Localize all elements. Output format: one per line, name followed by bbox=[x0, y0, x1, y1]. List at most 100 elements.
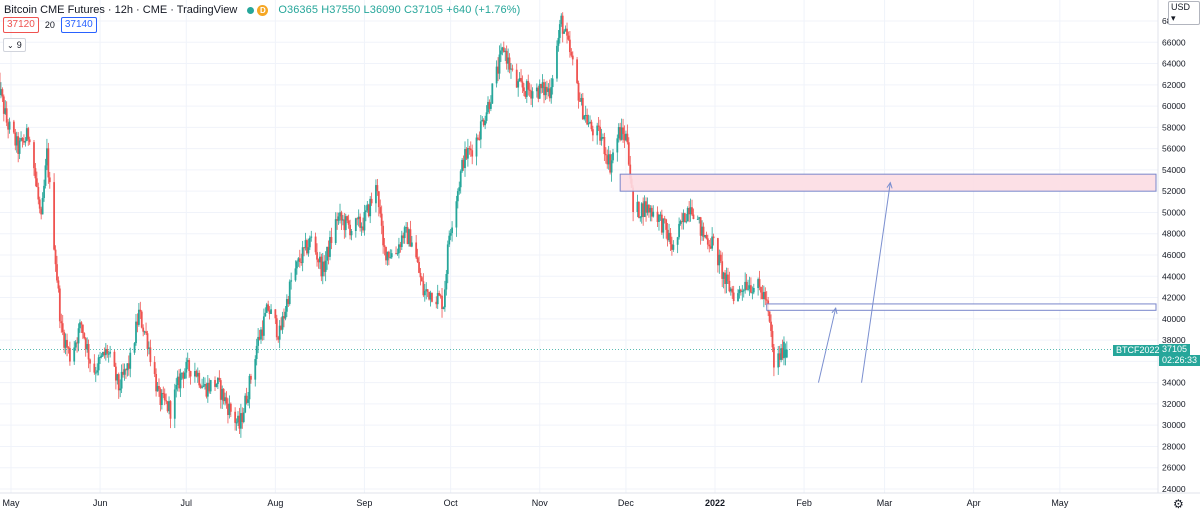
candle-body bbox=[557, 37, 560, 46]
candle-body bbox=[109, 351, 112, 354]
price-zone[interactable] bbox=[619, 173, 1157, 192]
candle-body bbox=[650, 207, 653, 217]
candle-body bbox=[255, 345, 258, 360]
candle-body bbox=[288, 281, 291, 304]
candle-body bbox=[556, 45, 558, 79]
candle-body bbox=[425, 289, 428, 291]
candle-body bbox=[567, 35, 570, 40]
candle-body bbox=[500, 50, 502, 55]
candle-body bbox=[508, 57, 511, 70]
candle-body bbox=[773, 347, 775, 368]
candle-body bbox=[188, 360, 191, 371]
candle-body bbox=[426, 289, 429, 292]
delayed-badge[interactable]: D bbox=[257, 4, 269, 16]
candle-body bbox=[153, 362, 156, 374]
price-zone[interactable] bbox=[766, 303, 1157, 311]
gear-icon[interactable]: ⚙ bbox=[1173, 497, 1184, 511]
candle-body bbox=[343, 219, 346, 231]
candle-body bbox=[306, 240, 308, 254]
change-value: +640 (+1.76%) bbox=[446, 4, 521, 16]
ask-button[interactable]: 37140 bbox=[60, 17, 97, 33]
candle-body bbox=[540, 83, 543, 89]
currency-select[interactable]: USD ▾ bbox=[1168, 1, 1200, 25]
candle-body bbox=[581, 97, 584, 120]
candle-body bbox=[445, 274, 448, 290]
candle-body bbox=[699, 217, 702, 236]
candle-body bbox=[143, 331, 146, 333]
candle-body bbox=[114, 366, 117, 381]
candle-body bbox=[390, 253, 393, 258]
candle-body bbox=[336, 219, 339, 221]
candle-body bbox=[505, 50, 508, 64]
candle-body bbox=[721, 261, 724, 279]
candle-body bbox=[406, 227, 409, 244]
candle-body bbox=[495, 66, 498, 84]
candle-body bbox=[586, 114, 589, 125]
candle-body bbox=[250, 375, 252, 380]
candle-body bbox=[431, 292, 433, 302]
candle-body bbox=[165, 400, 168, 402]
candle-body bbox=[768, 311, 771, 322]
candle-body bbox=[640, 203, 643, 218]
candle-body bbox=[189, 370, 192, 377]
time-tick-label: Apr bbox=[967, 498, 981, 508]
candle-body bbox=[7, 122, 10, 130]
candle-body bbox=[550, 87, 553, 99]
candle-body bbox=[382, 225, 385, 246]
candle-body bbox=[525, 81, 528, 97]
price-tick-label: 66000 bbox=[1162, 37, 1186, 47]
price-tick-label: 46000 bbox=[1162, 250, 1186, 260]
time-axis[interactable]: May Jun Jul Aug Sep Oct Nov Dec 2022 Feb Mar Apr May bbox=[2, 498, 1068, 508]
candle-body bbox=[546, 86, 548, 92]
price-tick-label: 52000 bbox=[1162, 186, 1186, 196]
projection-arrow[interactable] bbox=[861, 182, 891, 383]
candle-body bbox=[485, 112, 488, 121]
candle-body bbox=[63, 332, 66, 348]
candle-body bbox=[711, 236, 714, 249]
candle-body bbox=[399, 244, 402, 248]
candle-body bbox=[222, 388, 225, 402]
candle-body bbox=[73, 347, 76, 362]
candle-body bbox=[597, 125, 600, 127]
candle-body bbox=[777, 353, 780, 368]
bid-button[interactable]: 37120 bbox=[3, 17, 39, 33]
candle-body bbox=[206, 382, 209, 397]
candle-body bbox=[612, 152, 614, 161]
candle-body bbox=[41, 198, 44, 215]
candle-body bbox=[524, 91, 527, 97]
candle-body bbox=[564, 28, 567, 32]
candle-body bbox=[370, 198, 373, 204]
candle-body bbox=[219, 380, 222, 400]
candle-body bbox=[762, 291, 765, 299]
candle-body bbox=[87, 344, 90, 360]
candle-body bbox=[375, 185, 377, 204]
candle-body bbox=[46, 148, 48, 166]
price-axis[interactable]: 2400026000280003000032000340003600038000… bbox=[1162, 16, 1186, 494]
candle-body bbox=[747, 288, 749, 290]
indicators-toggle[interactable]: ⌄ 9 bbox=[3, 38, 26, 52]
chart-title: Bitcoin CME Futures · 12h · CME · Tradin… bbox=[4, 4, 238, 16]
candle-body bbox=[692, 214, 695, 220]
candle-body bbox=[606, 155, 609, 165]
candle-body bbox=[696, 218, 699, 220]
candle-body bbox=[340, 212, 343, 221]
candle-body bbox=[24, 140, 27, 143]
candle-body bbox=[396, 253, 399, 255]
candle-body bbox=[117, 374, 120, 391]
candle-body bbox=[270, 309, 272, 314]
candle-body bbox=[646, 204, 649, 213]
candle-body bbox=[261, 329, 264, 336]
symbol-tag: BTCF2022 bbox=[1113, 344, 1163, 356]
candle-body bbox=[535, 87, 538, 92]
projection-arrow[interactable] bbox=[817, 308, 837, 383]
time-tick-label: Mar bbox=[877, 498, 893, 508]
candle-body bbox=[760, 286, 762, 293]
candle-body bbox=[464, 148, 466, 169]
candle-body bbox=[359, 216, 362, 228]
candle-body bbox=[416, 257, 419, 262]
candle-body bbox=[113, 351, 116, 367]
candle-body bbox=[99, 357, 101, 359]
candle-body bbox=[645, 201, 647, 213]
candle-body bbox=[422, 281, 425, 296]
